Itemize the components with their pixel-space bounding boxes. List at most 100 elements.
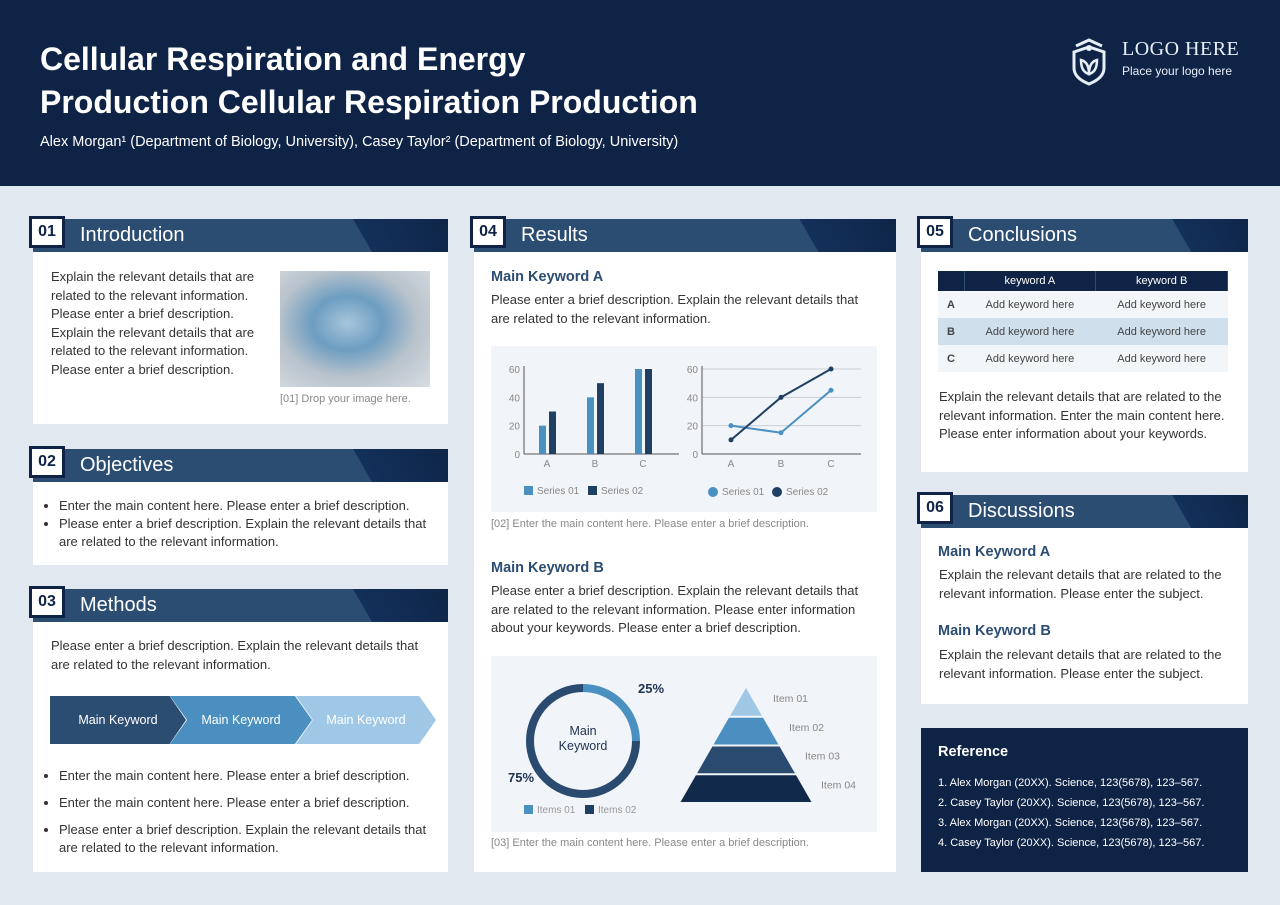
table-cell: Add keyword here xyxy=(964,345,1096,372)
list-item: Please enter a brief description. Explai… xyxy=(59,515,433,551)
donut-slice xyxy=(582,684,640,742)
section-number: 06 xyxy=(917,492,953,524)
table-cell: B xyxy=(938,318,964,345)
table-cell: Add keyword here xyxy=(1095,345,1228,372)
slice-label: 25% xyxy=(638,681,664,696)
bar xyxy=(587,397,594,454)
legend-label: Series 01 xyxy=(722,487,765,498)
discussion-text: Explain the relevant details that are re… xyxy=(939,567,1222,601)
pyramid-tier xyxy=(697,746,795,774)
legend-swatch xyxy=(588,486,597,495)
reference-item: 2. Casey Taylor (20XX). Science, 123(567… xyxy=(938,797,1205,809)
section-title: Objectives xyxy=(80,454,174,476)
table-header: keyword B xyxy=(1095,271,1228,291)
method-step: Main Keyword xyxy=(50,696,186,744)
section-header-objectives: 02 Objectives xyxy=(29,446,448,482)
section-number: 03 xyxy=(29,586,65,618)
x-tick-label: C xyxy=(639,459,646,470)
table-header: keyword A xyxy=(964,271,1097,291)
list-item: Enter the main content here. Please ente… xyxy=(59,794,433,812)
list-item: Enter the main content here. Please ente… xyxy=(59,767,433,785)
intro-text: Explain the relevant details that are re… xyxy=(51,269,255,377)
discussion-text: Explain the relevant details that are re… xyxy=(939,647,1222,681)
list-item: Please enter a brief description. Explai… xyxy=(59,821,433,857)
pyramid-tier xyxy=(713,717,779,745)
bar xyxy=(597,383,604,454)
legend-marker xyxy=(772,487,782,497)
table-row: C Add keyword here Add keyword here xyxy=(938,345,1228,372)
table-row: B Add keyword here Add keyword here xyxy=(938,318,1228,345)
legend-label: Items 01 xyxy=(537,805,576,816)
x-tick-label: B xyxy=(778,459,785,470)
bar-line-charts: 0 20 40 60 A B C Series 01 Series 02 0 20 40 60 A B C Se… xyxy=(509,365,861,498)
keyword-heading: Main Keyword A xyxy=(491,269,604,285)
reference-title: Reference xyxy=(938,744,1009,760)
y-tick-label: 0 xyxy=(692,450,698,461)
image-caption: [01] Drop your image here. xyxy=(280,393,411,405)
y-tick-label: 40 xyxy=(509,393,521,404)
legend-swatch xyxy=(524,805,533,814)
x-tick-label: C xyxy=(827,459,834,470)
pyramid-label: Item 01 xyxy=(773,693,808,705)
section-header-results: 04 Results xyxy=(470,216,896,252)
method-step: Main Keyword xyxy=(296,696,436,744)
introduction-card: Explain the relevant details that are re… xyxy=(33,252,448,424)
table-cell: C xyxy=(938,345,964,372)
shield-logo-icon xyxy=(1072,38,1106,86)
section-header-introduction: 01 Introduction xyxy=(29,216,448,252)
pyramid-label: Item 03 xyxy=(805,751,840,763)
authors: Alex Morgan¹ (Department of Biology, Uni… xyxy=(40,134,679,150)
data-point xyxy=(828,366,834,372)
table-cell: Add keyword here xyxy=(1095,318,1228,345)
x-tick-label: B xyxy=(592,459,599,470)
bar xyxy=(539,425,546,454)
x-tick-label: A xyxy=(544,459,551,470)
conclusions-text: Explain the relevant details that are re… xyxy=(939,389,1225,441)
table-header xyxy=(938,271,965,291)
donut-center-label: Main xyxy=(569,724,596,738)
legend-label: Series 02 xyxy=(601,486,644,497)
bar xyxy=(635,369,642,454)
results-text: Please enter a brief description. Explai… xyxy=(491,583,859,635)
charts-panel-1: 0 20 40 60 A B C Series 01 Series 02 0 20 40 60 A B C Se… xyxy=(491,346,877,512)
intro-image[interactable] xyxy=(280,271,430,387)
legend-label: Items 02 xyxy=(598,805,637,816)
donut-slice xyxy=(526,684,640,798)
table-cell: Add keyword here xyxy=(1095,291,1228,318)
title-line: Production Cellular Respiration Producti… xyxy=(40,84,698,120)
chart-caption: [02] Enter the main content here. Please… xyxy=(491,518,809,530)
y-tick-label: 20 xyxy=(509,422,521,433)
title-line: Cellular Respiration and Energy xyxy=(40,41,526,77)
section-title: Methods xyxy=(80,594,157,616)
reference-item: 4. Casey Taylor (20XX). Science, 123(567… xyxy=(938,837,1205,849)
data-point xyxy=(778,394,784,400)
reference-box: Reference 1. Alex Morgan (20XX). Science… xyxy=(921,728,1248,872)
methods-list: Enter the main content here. Please ente… xyxy=(33,767,433,866)
section-number: 04 xyxy=(470,216,506,248)
pyramid-label: Item 02 xyxy=(789,722,824,734)
bar xyxy=(549,411,556,454)
keyword-heading: Main Keyword B xyxy=(491,560,604,576)
section-title: Results xyxy=(521,224,588,246)
legend-label: Series 01 xyxy=(537,486,580,497)
keyword-heading: Main Keyword A xyxy=(938,544,1051,560)
table-cell: A xyxy=(938,291,964,318)
poster-title: Cellular Respiration and Energy Productio… xyxy=(40,38,760,124)
section-title: Discussions xyxy=(968,500,1075,522)
chart-caption: [03] Enter the main content here. Please… xyxy=(491,837,809,849)
y-tick-label: 60 xyxy=(687,365,699,376)
logo: LOGO HERE Place your logo here xyxy=(1070,38,1239,86)
data-point xyxy=(828,387,834,393)
series-line xyxy=(730,368,832,441)
slice-label: 75% xyxy=(508,770,534,785)
section-title: Conclusions xyxy=(968,224,1077,246)
legend-marker xyxy=(708,487,718,497)
section-header-conclusions: 05 Conclusions xyxy=(917,216,1248,252)
logo-subtitle: Place your logo here xyxy=(1122,64,1233,78)
section-number: 01 xyxy=(29,216,65,248)
x-tick-label: A xyxy=(728,459,735,470)
